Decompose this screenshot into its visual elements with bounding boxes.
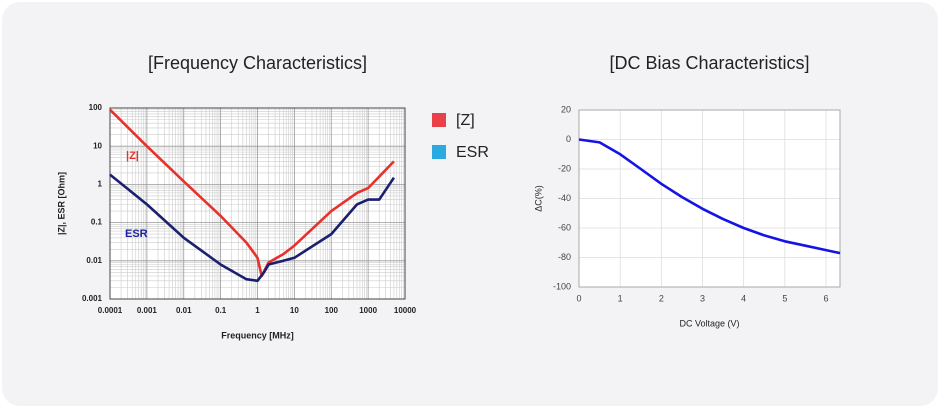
y-tick-label: -40 — [558, 193, 571, 203]
legend-swatch — [432, 145, 446, 159]
y-tick-label: 0.001 — [82, 294, 103, 303]
series-line — [109, 173, 395, 283]
x-tick-label: 0.01 — [176, 306, 192, 315]
x-tick-label: 1 — [618, 293, 623, 303]
x-tick-label: 0.1 — [215, 306, 227, 315]
y-tick-label: 0.01 — [86, 256, 102, 265]
y-tick-label: 0 — [566, 134, 571, 144]
legend-label: ESR — [456, 144, 489, 161]
y-tick-label: -100 — [553, 281, 571, 291]
y-tick-label: 1 — [98, 180, 103, 189]
legend-swatch — [432, 113, 446, 127]
y-tick-label: 100 — [89, 103, 103, 112]
legend-label: [Z] — [456, 112, 475, 129]
x-tick-label: 2 — [659, 293, 664, 303]
plot-border — [109, 107, 406, 300]
x-tick-label: 10 — [290, 306, 299, 315]
chart-title: [DC Bias Characteristics] — [609, 53, 809, 73]
y-tick-label: 20 — [561, 104, 571, 114]
x-tick-label: 3 — [700, 293, 705, 303]
y-tick-label: -20 — [558, 163, 571, 173]
x-tick-label: 10000 — [394, 306, 417, 315]
y-axis-label: ΔC(%) — [533, 185, 543, 212]
x-tick-label: 5 — [782, 293, 787, 303]
y-tick-label: -80 — [558, 252, 571, 262]
annotation: ESR — [125, 228, 148, 240]
x-tick-label: 6 — [823, 293, 828, 303]
x-tick-label: 100 — [325, 306, 339, 315]
y-tick-label: -60 — [558, 222, 571, 232]
y-axis-label: |Z|, ESR [Ohm] — [56, 172, 66, 235]
x-tick-label: 0.0001 — [98, 306, 123, 315]
chart-title: [Frequency Characteristics] — [148, 53, 367, 73]
x-tick-label: 1 — [255, 306, 260, 315]
y-tick-label: 10 — [93, 141, 102, 150]
x-tick-label: 0 — [576, 293, 581, 303]
x-axis-label: Frequency [MHz] — [221, 330, 294, 340]
x-tick-label: 0.001 — [137, 306, 158, 315]
x-axis-label: DC Voltage (V) — [679, 318, 739, 328]
y-tick-label: 0.1 — [91, 218, 103, 227]
x-tick-label: 4 — [741, 293, 746, 303]
plot-border — [578, 109, 841, 288]
x-tick-label: 1000 — [359, 306, 377, 315]
annotation: |Z| — [126, 150, 139, 162]
series-line — [578, 138, 841, 255]
